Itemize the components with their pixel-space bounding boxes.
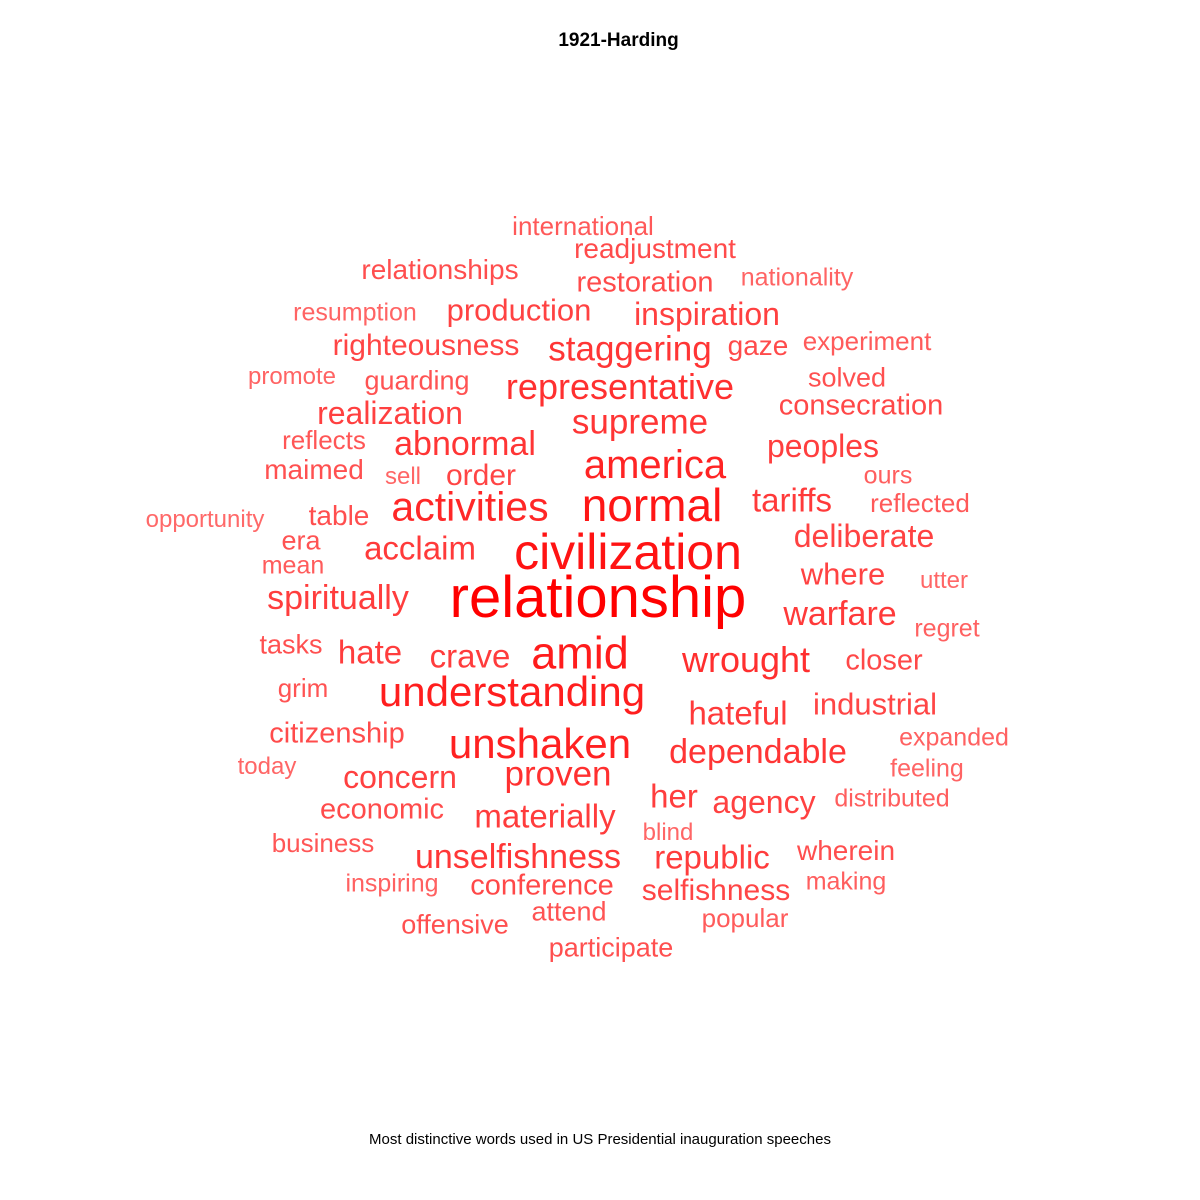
word-guarding: guarding — [364, 365, 470, 396]
word-business: business — [271, 828, 375, 858]
chart-caption: Most distinctive words used in US Presid… — [369, 1131, 831, 1148]
chart-title: 1921-Harding — [558, 30, 679, 51]
word-normal: normal — [581, 479, 723, 531]
word-maimed: maimed — [264, 454, 364, 485]
word-international: international — [512, 211, 654, 241]
word-republic: republic — [654, 838, 770, 876]
word-spiritually: spiritually — [267, 579, 409, 617]
word-understanding: understanding — [378, 668, 646, 715]
word-unselfishness: unselfishness — [414, 838, 622, 876]
word-distributed: distributed — [834, 784, 950, 813]
word-warfare: warfare — [783, 595, 897, 633]
word-mean: mean — [261, 551, 325, 580]
word-experiment: experiment — [802, 326, 932, 356]
word-economic: economic — [319, 793, 445, 826]
word-expanded: expanded — [899, 723, 1009, 752]
word-today: today — [237, 753, 297, 780]
word-crave: crave — [429, 637, 511, 675]
word-supreme: supreme — [571, 402, 709, 442]
word-proven: proven — [504, 754, 612, 794]
word-where: where — [800, 556, 886, 592]
word-blind: blind — [642, 819, 694, 846]
word-agency: agency — [712, 784, 816, 820]
word-regret: regret — [914, 614, 980, 643]
word-deliberate: deliberate — [793, 518, 935, 554]
word-dependable: dependable — [669, 733, 847, 771]
word-inspiring: inspiring — [345, 869, 439, 898]
word-solved: solved — [807, 362, 887, 393]
word-production: production — [446, 292, 592, 328]
word-abnormal: abnormal — [394, 425, 536, 463]
word-representative: representative — [505, 366, 735, 407]
word-acclaim: acclaim — [364, 529, 476, 567]
word-ours: ours — [863, 461, 913, 490]
word-utter: utter — [919, 567, 969, 594]
word-civilization: civilization — [514, 524, 742, 580]
word-participate: participate — [548, 932, 674, 963]
word-her: her — [650, 777, 698, 815]
word-popular: popular — [701, 903, 789, 933]
word-realization: realization — [317, 395, 463, 431]
word-feeling: feeling — [890, 754, 964, 783]
word-resumption: resumption — [293, 298, 417, 327]
word-hate: hate — [337, 633, 403, 671]
word-opportunity: opportunity — [145, 506, 265, 533]
word-selfishness: selfishness — [641, 874, 791, 907]
word-righteousness: righteousness — [332, 329, 520, 362]
word-amid: amid — [531, 627, 629, 679]
word-activities: activities — [391, 483, 549, 530]
word-table: table — [308, 500, 370, 531]
word-america: america — [583, 443, 727, 487]
word-wrought: wrought — [681, 639, 811, 680]
word-unshaken: unshaken — [448, 720, 632, 767]
word-consecration: consecration — [778, 389, 944, 422]
word-making: making — [805, 867, 887, 896]
word-nationality: nationality — [740, 263, 854, 292]
word-citizenship: citizenship — [269, 717, 405, 750]
word-conference: conference — [470, 869, 614, 902]
word-wherein: wherein — [796, 835, 896, 866]
word-tariffs: tariffs — [751, 481, 833, 519]
word-reflected: reflected — [870, 488, 970, 518]
word-promote: promote — [247, 363, 337, 390]
word-order: order — [445, 459, 517, 492]
word-industrial: industrial — [812, 686, 938, 722]
word-hateful: hateful — [688, 694, 788, 732]
word-reflects: reflects — [282, 425, 366, 455]
word-materially: materially — [474, 797, 616, 835]
word-relationships: relationships — [361, 254, 519, 285]
word-staggering: staggering — [548, 329, 712, 369]
word-sell: sell — [384, 463, 422, 490]
word-restoration: restoration — [576, 266, 714, 299]
word-peoples: peoples — [766, 428, 880, 464]
word-readjustment: readjustment — [574, 233, 736, 264]
word-concern: concern — [343, 759, 457, 795]
word-gaze: gaze — [727, 330, 789, 361]
word-attend: attend — [531, 896, 607, 927]
word-tasks: tasks — [259, 629, 323, 660]
word-relationship: relationship — [449, 565, 747, 630]
word-grim: grim — [277, 673, 329, 703]
word-era: era — [281, 525, 321, 556]
word-offensive: offensive — [401, 909, 509, 940]
word-inspiration: inspiration — [634, 296, 780, 332]
word-closer: closer — [845, 644, 923, 677]
